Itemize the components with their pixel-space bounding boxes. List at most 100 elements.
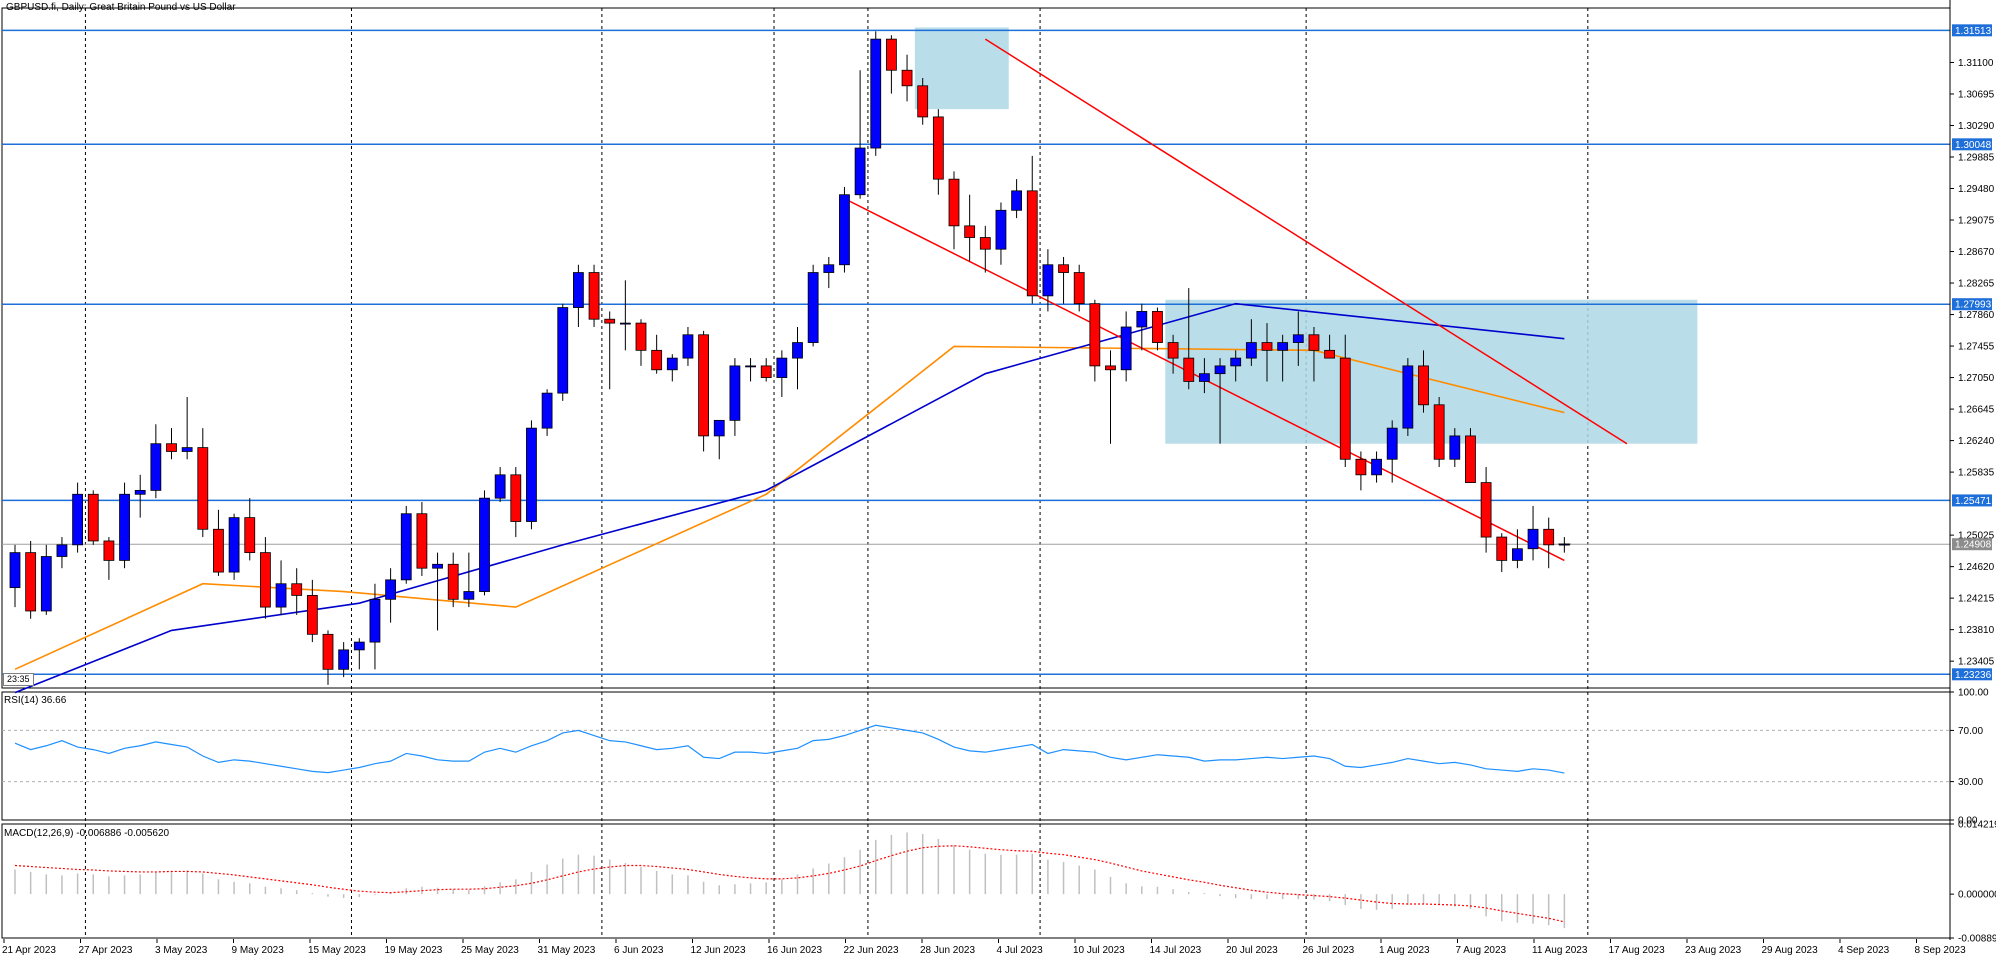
price-panel[interactable] (2, 8, 1950, 938)
candle (1058, 256, 1069, 304)
candle (119, 482, 130, 569)
candle (1277, 334, 1289, 382)
price-tick-label: 1.23810 (1958, 625, 1995, 636)
price-label-badge (1952, 298, 1992, 311)
candle-body-bull (1277, 342, 1289, 351)
price-label-badge (1952, 538, 1992, 551)
date-tick-label: 6 Jun 2023 (614, 945, 664, 956)
candle-body-bear (964, 225, 976, 238)
macd-panel[interactable] (14, 832, 1566, 929)
candle (839, 186, 850, 273)
price-tick-label: 1.25835 (1958, 468, 1995, 479)
candle-body-bull (1011, 190, 1022, 211)
candle-body-bear (901, 69, 913, 87)
candle (510, 467, 522, 538)
price-label-text: 1.23236 (1955, 670, 1992, 681)
candle-body-bull (1292, 334, 1304, 343)
price-tick-label: 1.28265 (1958, 279, 1995, 290)
candle (604, 311, 616, 390)
price-zone-box[interactable] (1165, 299, 1698, 444)
candle-body-bull (1230, 357, 1242, 367)
candle (447, 552, 459, 608)
candle (964, 194, 976, 261)
price-tick-label: 1.25025 (1958, 531, 1995, 542)
candle (1496, 533, 1508, 573)
candle (134, 474, 146, 518)
price-tick-label: 1.26645 (1958, 405, 1995, 416)
candle-body-bull (745, 365, 756, 368)
price-zone-box[interactable] (914, 27, 1009, 110)
candle (400, 505, 412, 584)
candle (713, 419, 725, 460)
candle-body-bull (1245, 342, 1257, 359)
price-tick-label: 1.27050 (1958, 373, 1995, 384)
candle-body-bull (729, 365, 741, 421)
candle (995, 202, 1007, 265)
candle-body-bear (917, 85, 929, 118)
candle-body-bear (1355, 458, 1367, 476)
candle-body-bear (1480, 482, 1492, 538)
price-tick-label: 1.26240 (1958, 436, 1995, 447)
candle (259, 537, 271, 619)
price-tick-label: 1.27860 (1958, 310, 1995, 321)
price-tick-label: 1.27455 (1958, 342, 1995, 353)
candle-body-bear (886, 38, 897, 71)
candle-body-bull (338, 649, 350, 670)
candle (948, 171, 960, 250)
candle-body-bear (1089, 303, 1101, 367)
date-tick-label: 4 Sep 2023 (1838, 945, 1890, 956)
candle (291, 568, 303, 615)
time-to-close-badge: 23:35 (3, 673, 34, 686)
candle (432, 552, 443, 631)
candle (917, 78, 929, 125)
candle (275, 560, 287, 615)
candle (698, 330, 709, 452)
date-tick-label: 9 May 2023 (232, 945, 285, 956)
price-tick-label: 1.29480 (1958, 184, 1995, 195)
date-tick-label: 16 Jun 2023 (767, 945, 822, 956)
rsi-panel[interactable] (2, 724, 1950, 783)
price-label-badge (1952, 138, 1992, 151)
candle-body-bear (1073, 272, 1085, 305)
candle (1152, 307, 1163, 351)
candle-body-bull (432, 563, 443, 569)
candle (635, 319, 647, 366)
candle (40, 544, 52, 615)
candle-body-bull (150, 443, 162, 491)
trendline[interactable] (984, 38, 1628, 445)
candle-body-bull (1527, 528, 1539, 550)
candle (87, 490, 99, 545)
candle-body-bear (1543, 528, 1555, 546)
candle (1011, 179, 1022, 219)
candle (541, 389, 553, 436)
candle-body-bear (306, 595, 318, 635)
candle (353, 638, 365, 670)
candle (854, 70, 866, 199)
candle-body-bull (275, 583, 287, 608)
candle-body-bull (228, 517, 240, 573)
candle (244, 498, 256, 561)
candle-body-bull (1402, 365, 1414, 429)
candle (479, 490, 490, 596)
rsi-tick-label: 30.00 (1958, 777, 1983, 788)
candle-body-bull (557, 307, 569, 394)
candle-body-bear (1105, 365, 1116, 371)
candle-body-bear (1167, 342, 1179, 359)
date-tick-label: 23 Aug 2023 (1685, 945, 1742, 956)
candle-body-bear (197, 447, 209, 530)
price-tick-label: 1.29885 (1958, 152, 1995, 163)
rsi-tick-label: 70.00 (1958, 726, 1983, 737)
candle-body-bear (1496, 536, 1508, 561)
candle-body-bull (1371, 458, 1382, 476)
candle (1105, 350, 1116, 444)
rsi-title: RSI(14) 36.66 (4, 695, 67, 706)
candle (181, 397, 193, 460)
price-label-text: 1.25471 (1955, 496, 1992, 507)
candle (322, 630, 334, 685)
candle-body-bear (87, 493, 99, 542)
candle (1527, 505, 1539, 561)
candle-body-bear (259, 552, 271, 608)
candle-body-bull (1136, 311, 1148, 328)
macd-tick-label: 0.014219 (1958, 820, 1996, 831)
